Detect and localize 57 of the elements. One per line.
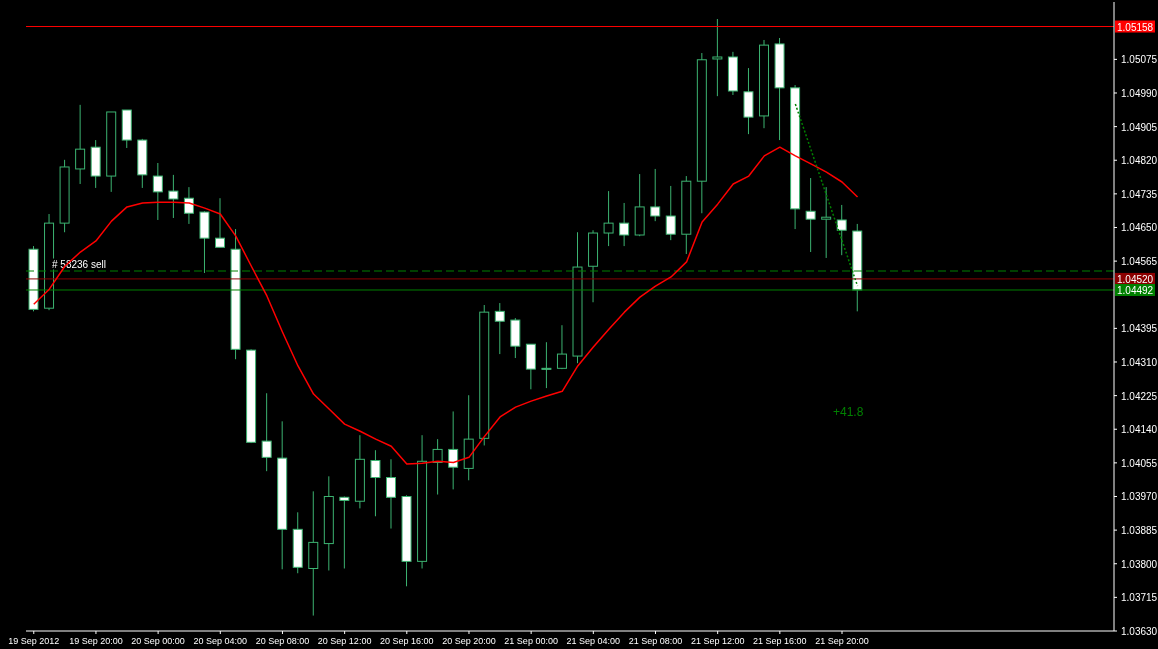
x-tick-label: 21 Sep 12:00 (690, 636, 745, 646)
candlestick (339, 496, 350, 569)
y-tick-label: 1.03970 (1121, 491, 1158, 503)
candlestick (619, 202, 630, 247)
candlestick (215, 197, 226, 248)
candlestick (168, 174, 179, 219)
x-tick-label: 21 Sep 04:00 (566, 636, 621, 646)
ref-line-label: 1.04492 (1117, 284, 1154, 296)
x-tick-label: 20 Sep 04:00 (193, 636, 248, 646)
candlestick (603, 190, 614, 247)
candlestick (385, 458, 396, 530)
x-tick-label: 20 Sep 12:00 (317, 636, 372, 646)
x-tick-label: 21 Sep 08:00 (628, 636, 683, 646)
candlestick (183, 186, 194, 225)
y-tick-label: 1.04225 (1121, 390, 1158, 402)
y-tick-label: 1.04990 (1121, 87, 1158, 99)
y-tick-label: 1.04565 (1121, 256, 1158, 268)
candlestick (712, 18, 723, 97)
candlestick (821, 186, 832, 259)
x-tick-label: 19 Sep 2012 (8, 636, 60, 646)
annotation: +41.8 (833, 405, 864, 419)
y-tick-label: 1.04395 (1121, 323, 1158, 335)
y-tick-label: 1.03800 (1121, 558, 1158, 570)
candlestick (370, 449, 381, 517)
y-tick-label: 1.04055 (1121, 457, 1158, 469)
candlestick (541, 341, 552, 389)
candlestick (556, 324, 567, 370)
ref-line-label: 1.05158 (1117, 21, 1154, 33)
x-tick-label: 21 Sep 20:00 (815, 636, 869, 646)
candlestick (75, 104, 86, 185)
candlestick (650, 168, 661, 222)
candlestick (432, 438, 443, 496)
y-tick-label: 1.04820 (1121, 155, 1158, 167)
y-tick-label: 1.03630 (1121, 626, 1158, 637)
y-tick-label: 1.03715 (1121, 592, 1158, 604)
y-tick-label: 1.04140 (1121, 424, 1158, 436)
x-tick-label: 20 Sep 08:00 (255, 636, 310, 646)
candlestick (152, 162, 163, 221)
candlestick (448, 410, 459, 490)
y-tick-label: 1.04735 (1121, 188, 1158, 200)
candlestick (261, 392, 272, 472)
y-tick-label: 1.04905 (1121, 121, 1158, 133)
y-tick-label: 1.04650 (1121, 222, 1158, 234)
y-tick-label: 1.03885 (1121, 525, 1158, 537)
x-tick-label: 20 Sep 00:00 (131, 636, 185, 646)
candlestick (836, 204, 847, 256)
candlestick (494, 302, 505, 355)
candlestick (805, 177, 816, 253)
y-tick-label: 1.05075 (1121, 54, 1158, 66)
candlestick (665, 185, 676, 241)
x-tick-label: 20 Sep 20:00 (442, 636, 496, 646)
x-tick-label: 20 Sep 16:00 (380, 636, 434, 646)
x-tick-label: 21 Sep 16:00 (753, 636, 807, 646)
x-tick-label: 19 Sep 20:00 (69, 636, 123, 646)
ref-line-label: 1.04520 (1117, 273, 1154, 285)
x-tick-label: 21 Sep 00:00 (504, 636, 558, 646)
y-tick-label: 1.04310 (1121, 356, 1158, 368)
